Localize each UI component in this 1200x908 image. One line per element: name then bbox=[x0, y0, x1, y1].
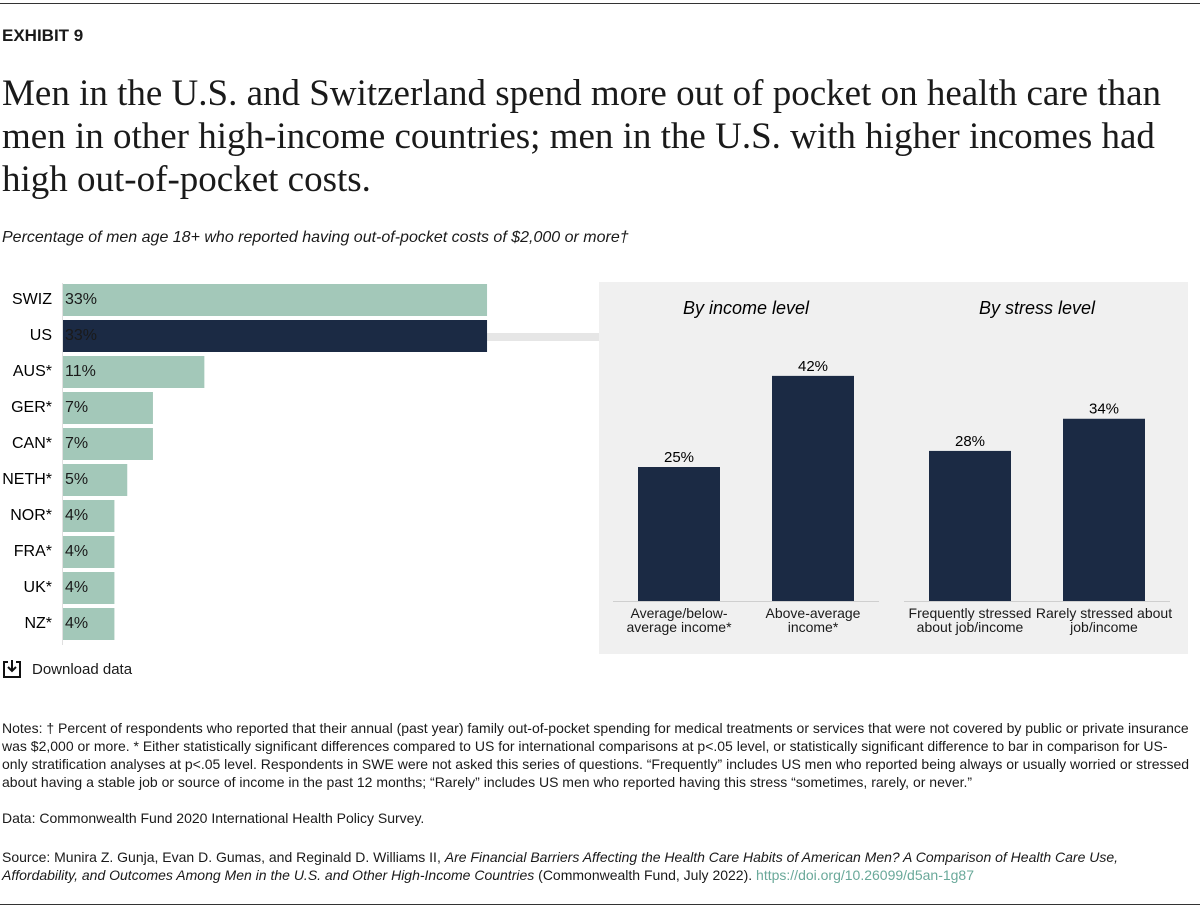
value-label: 4% bbox=[65, 543, 88, 560]
category-label: Frequently stressed about job/income bbox=[908, 605, 1032, 635]
category-label: NETH* bbox=[2, 471, 52, 488]
bar bbox=[63, 284, 488, 316]
source: Source: Munira Z. Gunja, Evan D. Gumas, … bbox=[2, 848, 1192, 884]
value-label: 5% bbox=[65, 471, 88, 488]
subtitle: Percentage of men age 18+ who reported h… bbox=[2, 229, 629, 246]
bar bbox=[63, 572, 115, 604]
source-suffix: (Commonwealth Fund, July 2022). bbox=[538, 867, 753, 883]
bar bbox=[1063, 418, 1145, 601]
category-label: UK* bbox=[24, 579, 52, 596]
value-label: 28% bbox=[955, 433, 985, 450]
value-label: 33% bbox=[65, 291, 97, 308]
bar bbox=[772, 375, 854, 601]
bar bbox=[63, 320, 488, 352]
exhibit-label: EXHIBIT 9 bbox=[2, 26, 84, 45]
source-link[interactable]: https://doi.org/10.26099/d5an-1g87 bbox=[756, 867, 974, 883]
category-label: AUS* bbox=[13, 363, 52, 380]
bar bbox=[638, 467, 720, 601]
category-label: Above-average income* bbox=[765, 605, 861, 635]
download-icon bbox=[3, 659, 21, 678]
bar bbox=[63, 428, 153, 460]
value-label: 33% bbox=[65, 327, 97, 344]
category-label: Rarely stressed about job/income bbox=[1035, 605, 1173, 635]
bar bbox=[63, 500, 115, 532]
category-label: Average/below-average income* bbox=[626, 605, 732, 635]
category-label: CAN* bbox=[12, 435, 52, 452]
value-label: 4% bbox=[65, 507, 88, 524]
bar bbox=[63, 356, 205, 388]
source-publication: Are Financial Barriers Affecting the Hea… bbox=[2, 849, 1119, 883]
category-label: SWIZ bbox=[12, 291, 52, 308]
category-label: NZ* bbox=[24, 615, 52, 632]
category-label: FRA* bbox=[14, 543, 52, 560]
bar bbox=[63, 392, 153, 424]
connector bbox=[487, 333, 599, 341]
value-label: 34% bbox=[1089, 401, 1119, 418]
source-prefix: Source: Munira Z. Gunja, Evan D. Gumas, … bbox=[2, 849, 441, 865]
panel-title: By stress level bbox=[979, 298, 1096, 318]
bar bbox=[63, 536, 115, 568]
value-label: 7% bbox=[65, 435, 88, 452]
download-button[interactable]: Download data bbox=[2, 659, 132, 679]
value-label: 42% bbox=[798, 358, 828, 375]
value-label: 7% bbox=[65, 399, 88, 416]
download-label[interactable]: Download data bbox=[32, 660, 133, 678]
value-label: 25% bbox=[664, 449, 694, 466]
category-label: US bbox=[30, 327, 52, 344]
bar bbox=[929, 450, 1011, 601]
panel-title: By income level bbox=[683, 298, 810, 318]
value-label: 4% bbox=[65, 579, 88, 596]
bar bbox=[63, 464, 128, 496]
data-source: Data: Commonwealth Fund 2020 Internation… bbox=[2, 810, 425, 826]
value-label: 11% bbox=[65, 363, 96, 380]
bar bbox=[63, 608, 115, 640]
category-label: GER* bbox=[11, 399, 52, 416]
title: Men in the U.S. and Switzerland spend mo… bbox=[2, 73, 1162, 200]
value-label: 4% bbox=[65, 615, 88, 632]
category-label: NOR* bbox=[10, 507, 52, 524]
notes: Notes: † Percent of respondents who repo… bbox=[2, 720, 1190, 790]
